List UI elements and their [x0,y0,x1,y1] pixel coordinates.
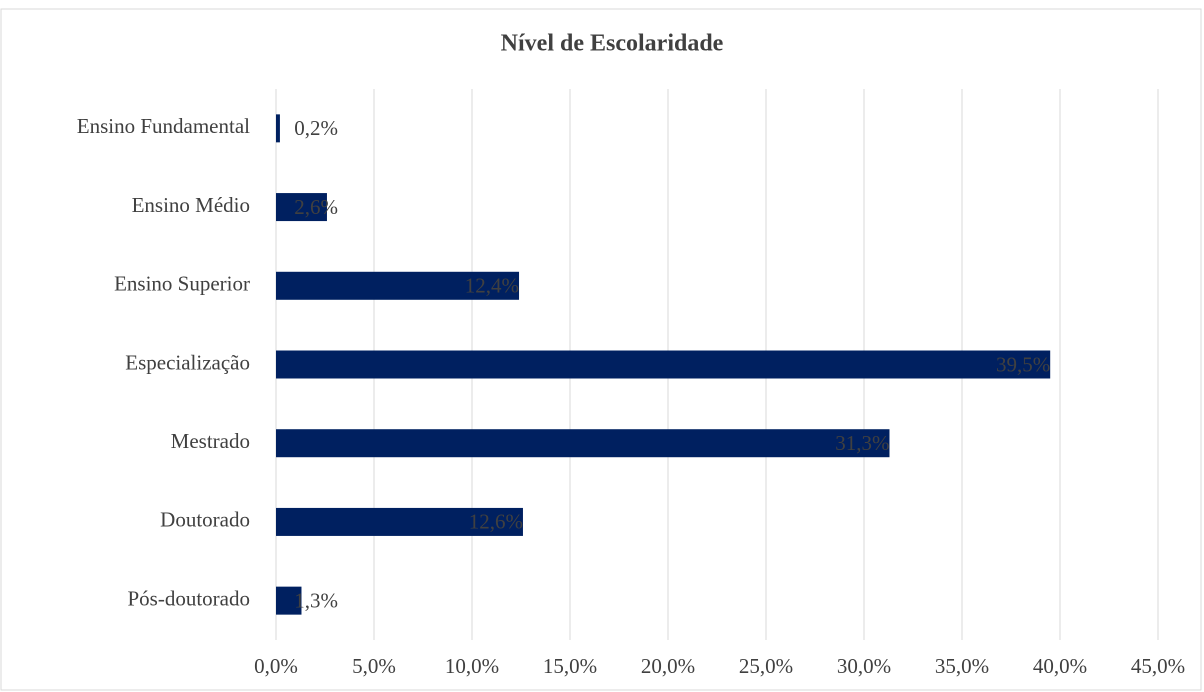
data-label: 39,5% [996,352,1050,376]
data-label: 1,3% [294,588,338,612]
x-tick-label: 25,0% [739,654,793,678]
x-tick-label: 10,0% [445,654,499,678]
bar [276,114,280,143]
bar [276,271,520,300]
bar [276,429,890,458]
x-tick-label: 0,0% [254,654,298,678]
bar [276,507,523,536]
y-tick-label: Doutorado [160,508,250,532]
data-label: 0,2% [294,116,338,140]
x-tick-label: 20,0% [641,654,695,678]
bar [276,350,1051,379]
bar [276,586,302,615]
y-tick-label: Mestrado [171,429,250,453]
y-tick-label: Ensino Médio [132,193,250,217]
data-label: 2,6% [294,195,338,219]
x-tick-label: 30,0% [837,654,891,678]
chart-title: Nível de Escolaridade [501,31,724,57]
y-tick-label: Especialização [125,350,250,374]
data-label: 31,3% [835,431,889,455]
x-tick-label: 40,0% [1033,654,1087,678]
x-tick-label: 35,0% [935,654,989,678]
data-label: 12,4% [465,274,519,298]
x-tick-label: 15,0% [543,654,597,678]
y-tick-label: Ensino Fundamental [77,114,250,138]
x-tick-label: 45,0% [1131,654,1185,678]
x-tick-label: 5,0% [352,654,396,678]
chart-border [0,8,1202,691]
data-label: 12,6% [469,510,523,534]
y-tick-label: Ensino Superior [114,272,250,296]
y-tick-label: Pós-doutorado [128,586,251,610]
bar [276,193,327,222]
